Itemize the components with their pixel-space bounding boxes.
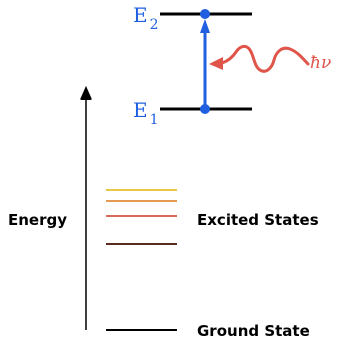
photon-arrowhead xyxy=(209,57,223,70)
photon-energy-label: ħν xyxy=(310,53,331,73)
upper-level-subscript: 2 xyxy=(150,17,159,33)
upper-level-dot xyxy=(200,9,210,19)
upper-level-letter: E xyxy=(133,3,148,27)
lower-level-dot xyxy=(200,104,210,114)
ground-state-label: Ground State xyxy=(197,322,310,340)
energy-axis-arrowhead xyxy=(81,86,91,100)
energy-axis-label: Energy xyxy=(8,211,67,229)
lower-level-letter: E xyxy=(133,98,148,122)
transition-arrowhead xyxy=(200,19,210,33)
photon-wave xyxy=(220,44,310,73)
excited-states-label: Excited States xyxy=(197,211,319,229)
lower-level-subscript: 1 xyxy=(150,112,159,128)
